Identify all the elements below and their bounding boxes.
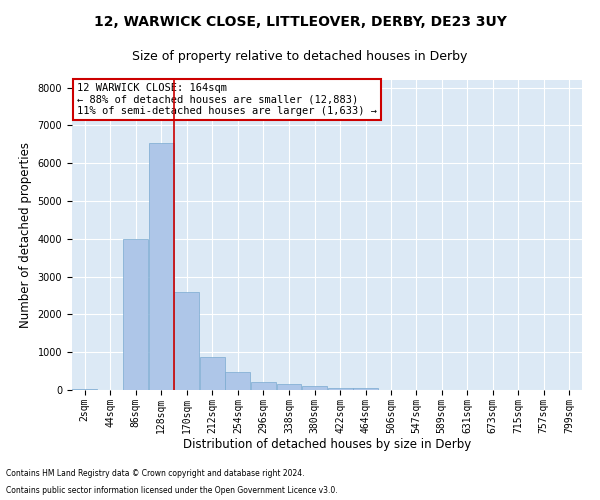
Text: Contains HM Land Registry data © Crown copyright and database right 2024.: Contains HM Land Registry data © Crown c… xyxy=(6,468,305,477)
Bar xyxy=(124,239,148,390)
Bar xyxy=(226,372,250,390)
Bar xyxy=(200,356,225,390)
Text: Contains public sector information licensed under the Open Government Licence v3: Contains public sector information licen… xyxy=(6,486,338,495)
Bar xyxy=(302,386,327,390)
Bar xyxy=(73,389,97,390)
Bar xyxy=(175,292,199,390)
Bar xyxy=(277,384,301,390)
Y-axis label: Number of detached properties: Number of detached properties xyxy=(19,142,32,328)
Bar xyxy=(353,388,378,390)
X-axis label: Distribution of detached houses by size in Derby: Distribution of detached houses by size … xyxy=(183,438,471,452)
Bar xyxy=(251,382,276,390)
Text: 12 WARWICK CLOSE: 164sqm
← 88% of detached houses are smaller (12,883)
11% of se: 12 WARWICK CLOSE: 164sqm ← 88% of detach… xyxy=(77,83,377,116)
Bar xyxy=(328,388,353,390)
Bar xyxy=(149,143,174,390)
Text: 12, WARWICK CLOSE, LITTLEOVER, DERBY, DE23 3UY: 12, WARWICK CLOSE, LITTLEOVER, DERBY, DE… xyxy=(94,15,506,29)
Text: Size of property relative to detached houses in Derby: Size of property relative to detached ho… xyxy=(133,50,467,63)
